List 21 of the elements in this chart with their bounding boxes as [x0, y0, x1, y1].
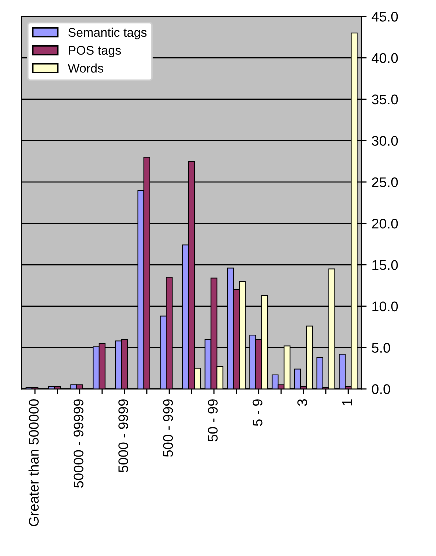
y-tick-label: 45.0 [372, 12, 398, 22]
y-tick-label: 35.0 [372, 94, 398, 105]
legend-label: POS tags [69, 46, 122, 58]
x-tick-label: 50000 - 99999 [74, 400, 84, 488]
y-tick-label: 15.0 [372, 260, 398, 270]
y-tick-label: 25.0 [372, 178, 398, 188]
x-tick-label: 500 - 999 [163, 400, 174, 458]
y-tick-label: 20.0 [372, 218, 398, 229]
y-tick-label: 40.0 [372, 53, 398, 64]
x-tick-label: 3 [298, 400, 308, 406]
y-tick-label: 0.0 [372, 384, 390, 394]
y-tick-label: 10.0 [372, 302, 398, 312]
x-tick-label: 1 [342, 400, 352, 406]
x-tick-label: 5000 - 9999 [118, 400, 128, 472]
y-tick-label: 30.0 [372, 136, 398, 146]
x-tick-label: 50 - 99 [208, 400, 218, 442]
legend-label: Words [68, 64, 104, 73]
legend-label: Semantic tags [68, 28, 147, 40]
x-tick-label: 5 - 9 [252, 400, 263, 426]
y-tick-label: 5.0 [372, 343, 390, 353]
x-tick-label: Greater than 500000 [28, 399, 39, 526]
